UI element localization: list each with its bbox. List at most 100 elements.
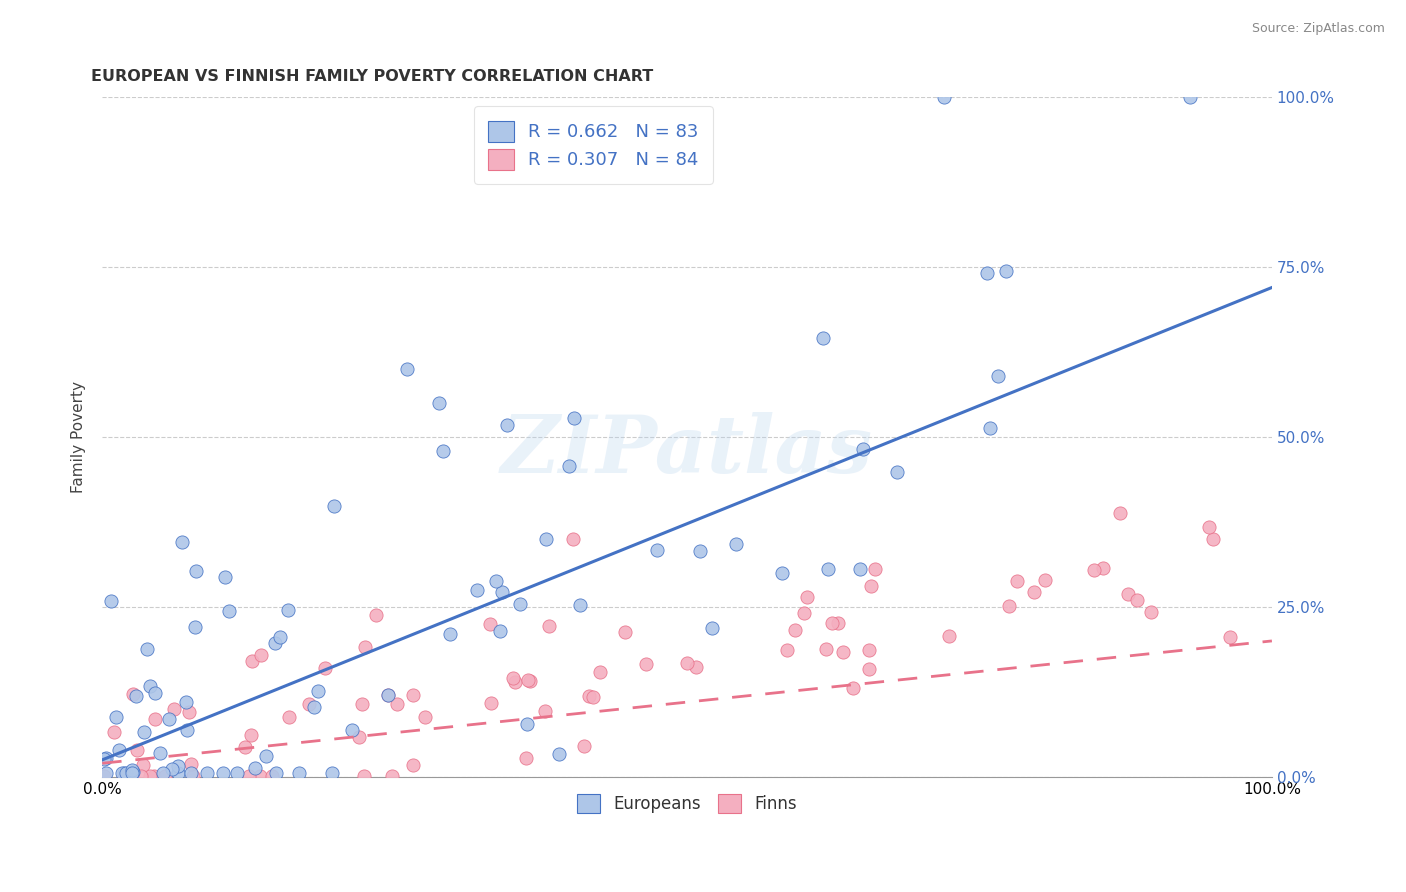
Point: [179, 756, 201, 771]
Point: [831, 645, 853, 659]
Point: [700, 622, 723, 636]
Legend: Europeans, Finns: Europeans, Finns: [567, 784, 807, 823]
Point: [377, 688, 399, 702]
Point: [770, 566, 793, 580]
Point: [516, 673, 538, 687]
Point: [987, 368, 1010, 383]
Point: [184, 620, 207, 634]
Point: [93, 768, 115, 782]
Point: [143, 768, 166, 782]
Point: [139, 768, 162, 782]
Point: [821, 616, 844, 631]
Point: [509, 597, 531, 611]
Point: [233, 740, 256, 755]
Point: [1092, 561, 1115, 575]
Point: [793, 607, 815, 621]
Point: [174, 695, 197, 709]
Point: [775, 643, 797, 657]
Point: [858, 662, 880, 676]
Point: [814, 641, 837, 656]
Point: [298, 697, 321, 711]
Point: [125, 743, 148, 757]
Point: [467, 582, 489, 597]
Point: [149, 746, 172, 760]
Point: [1126, 592, 1149, 607]
Text: ZIPatlas: ZIPatlas: [501, 412, 873, 490]
Point: [516, 716, 538, 731]
Point: [112, 768, 135, 782]
Point: [994, 264, 1017, 278]
Point: [354, 640, 377, 655]
Point: [94, 751, 117, 765]
Point: [152, 766, 174, 780]
Point: [1202, 532, 1225, 546]
Point: [503, 675, 526, 690]
Point: [1109, 506, 1132, 520]
Point: [938, 629, 960, 643]
Point: [176, 723, 198, 738]
Point: [121, 764, 143, 778]
Point: [537, 619, 560, 633]
Point: [186, 564, 208, 578]
Point: [264, 766, 287, 780]
Point: [589, 665, 612, 679]
Point: [413, 710, 436, 724]
Point: [180, 766, 202, 780]
Point: [238, 768, 260, 782]
Point: [858, 643, 880, 657]
Point: [432, 443, 454, 458]
Point: [568, 598, 591, 612]
Point: [122, 764, 145, 779]
Point: [125, 689, 148, 703]
Point: [278, 710, 301, 724]
Point: [181, 768, 204, 782]
Point: [886, 465, 908, 479]
Point: [108, 743, 131, 757]
Point: [796, 590, 818, 604]
Point: [934, 90, 956, 104]
Point: [93, 752, 115, 766]
Point: [260, 768, 283, 782]
Point: [243, 761, 266, 775]
Point: [307, 684, 329, 698]
Point: [1219, 630, 1241, 644]
Point: [1198, 520, 1220, 534]
Point: [132, 725, 155, 739]
Point: [172, 535, 194, 549]
Point: [166, 766, 188, 780]
Point: [676, 656, 699, 670]
Y-axis label: Family Poverty: Family Poverty: [72, 381, 86, 493]
Point: [1005, 574, 1028, 588]
Point: [214, 570, 236, 584]
Point: [783, 623, 806, 637]
Point: [377, 688, 399, 702]
Point: [153, 768, 176, 782]
Point: [352, 697, 374, 711]
Point: [1035, 573, 1057, 587]
Point: [195, 766, 218, 780]
Point: [166, 758, 188, 772]
Point: [519, 673, 541, 688]
Point: [402, 688, 425, 702]
Point: [163, 702, 186, 716]
Point: [1140, 605, 1163, 619]
Point: [636, 657, 658, 671]
Point: [817, 562, 839, 576]
Point: [321, 766, 343, 780]
Point: [515, 751, 537, 765]
Point: [479, 696, 502, 710]
Point: [852, 442, 875, 456]
Point: [863, 562, 886, 576]
Point: [439, 627, 461, 641]
Point: [314, 661, 336, 675]
Point: [212, 766, 235, 780]
Point: [385, 697, 408, 711]
Point: [1083, 563, 1105, 577]
Point: [534, 532, 557, 546]
Point: [578, 689, 600, 703]
Point: [288, 766, 311, 780]
Point: [103, 724, 125, 739]
Point: [218, 604, 240, 618]
Point: [1178, 90, 1201, 104]
Point: [998, 599, 1021, 613]
